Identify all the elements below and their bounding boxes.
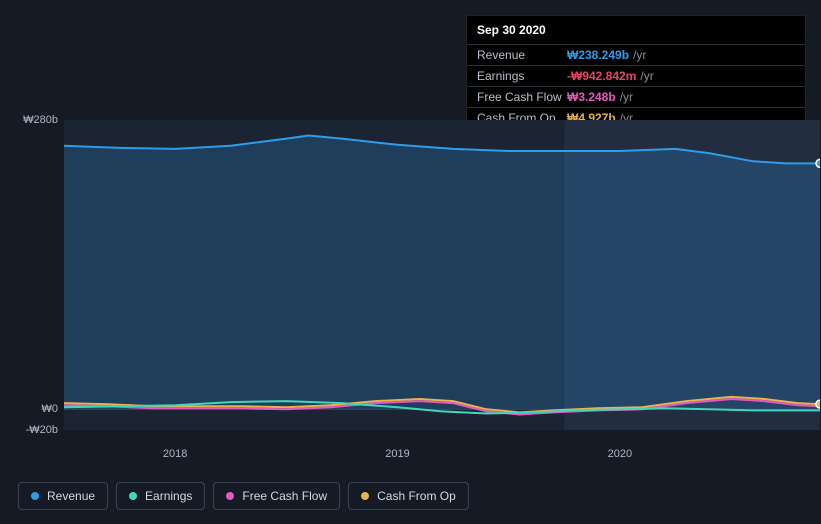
legend-label: Free Cash Flow: [242, 489, 327, 503]
legend-label: Earnings: [145, 489, 192, 503]
tooltip-label: Earnings: [477, 69, 567, 83]
tooltip-suffix: /yr: [640, 69, 653, 83]
legend-label: Cash From Op: [377, 489, 456, 503]
legend-dot-icon: [31, 492, 39, 500]
tooltip-row-earnings: Earnings -₩942.842m /yr: [467, 65, 805, 86]
tooltip-value: ₩238.249b: [567, 48, 629, 62]
tooltip-date: Sep 30 2020: [467, 16, 805, 44]
x-tick-label: 2018: [163, 448, 187, 460]
y-tick-label: ₩280b: [18, 114, 58, 126]
legend-dot-icon: [361, 492, 369, 500]
legend-dot-icon: [129, 492, 137, 500]
chart-area[interactable]: ₩280b ₩0 -₩20b 2018 2019 2020 Past: [18, 120, 808, 460]
y-tick-label: ₩0: [18, 403, 58, 415]
tooltip-label: Revenue: [477, 48, 567, 62]
tooltip-row-revenue: Revenue ₩238.249b /yr: [467, 44, 805, 65]
x-tick-label: 2019: [385, 448, 409, 460]
chart-svg: [64, 120, 820, 430]
legend-item-earnings[interactable]: Earnings: [116, 482, 205, 510]
legend: Revenue Earnings Free Cash Flow Cash Fro…: [18, 482, 469, 510]
legend-item-cashop[interactable]: Cash From Op: [348, 482, 469, 510]
legend-label: Revenue: [47, 489, 95, 503]
x-tick-label: 2020: [608, 448, 632, 460]
tooltip-label: Free Cash Flow: [477, 90, 567, 104]
tooltip-suffix: /yr: [620, 90, 633, 104]
legend-item-fcf[interactable]: Free Cash Flow: [213, 482, 340, 510]
tooltip-value: ₩3.248b: [567, 90, 616, 104]
tooltip-panel: Sep 30 2020 Revenue ₩238.249b /yr Earnin…: [466, 15, 806, 129]
legend-dot-icon: [226, 492, 234, 500]
tooltip-row-fcf: Free Cash Flow ₩3.248b /yr: [467, 86, 805, 107]
tooltip-value: -₩942.842m: [567, 69, 636, 83]
legend-item-revenue[interactable]: Revenue: [18, 482, 108, 510]
y-tick-label: -₩20b: [18, 424, 58, 436]
tooltip-suffix: /yr: [633, 48, 646, 62]
